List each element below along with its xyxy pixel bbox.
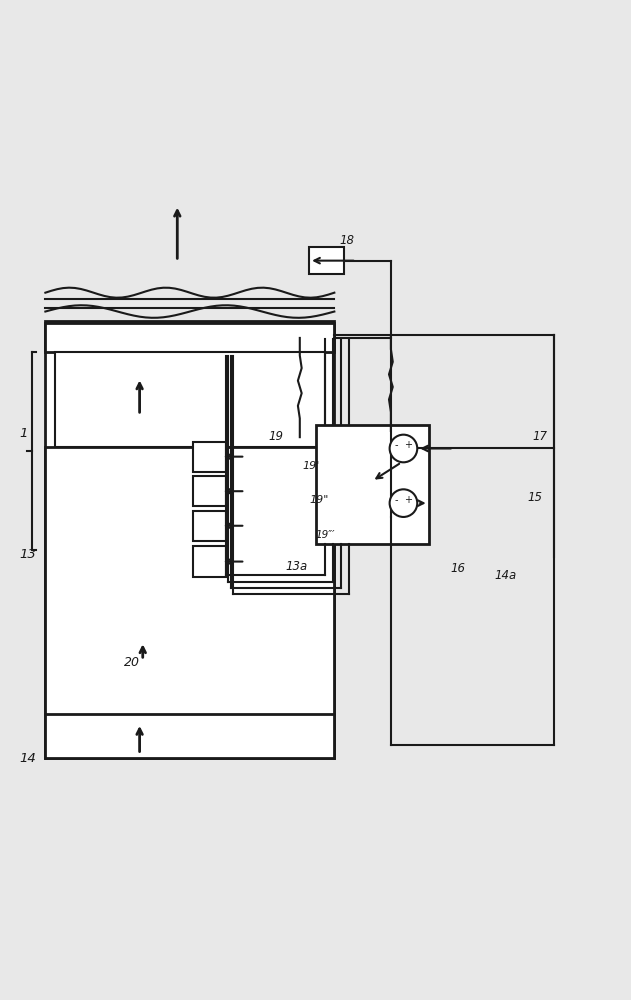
FancyBboxPatch shape	[55, 352, 325, 447]
FancyBboxPatch shape	[193, 476, 226, 506]
Text: +: +	[404, 440, 413, 450]
Text: 19': 19'	[303, 461, 320, 471]
Text: +: +	[404, 495, 413, 505]
Text: 1: 1	[19, 427, 27, 440]
Circle shape	[389, 435, 417, 462]
Text: 20: 20	[124, 656, 140, 669]
Text: -: -	[394, 495, 398, 505]
Text: 17: 17	[532, 430, 547, 443]
FancyBboxPatch shape	[193, 442, 226, 472]
FancyBboxPatch shape	[45, 447, 334, 758]
Text: 13a: 13a	[285, 560, 307, 573]
FancyBboxPatch shape	[193, 546, 226, 577]
FancyBboxPatch shape	[45, 323, 334, 352]
Circle shape	[389, 489, 417, 517]
Text: 14a: 14a	[495, 569, 517, 582]
FancyBboxPatch shape	[193, 511, 226, 541]
Text: 16: 16	[451, 562, 466, 575]
Text: 19": 19"	[309, 495, 329, 505]
Text: 13: 13	[19, 548, 36, 561]
Text: 19″′: 19″′	[316, 530, 335, 540]
FancyBboxPatch shape	[316, 425, 428, 544]
FancyBboxPatch shape	[309, 247, 344, 274]
FancyBboxPatch shape	[45, 321, 334, 349]
Text: -: -	[394, 440, 398, 450]
Text: 18: 18	[339, 234, 355, 247]
FancyBboxPatch shape	[45, 343, 334, 758]
Text: 15: 15	[528, 491, 543, 504]
Text: 14: 14	[19, 752, 36, 765]
Text: 19: 19	[268, 430, 283, 443]
